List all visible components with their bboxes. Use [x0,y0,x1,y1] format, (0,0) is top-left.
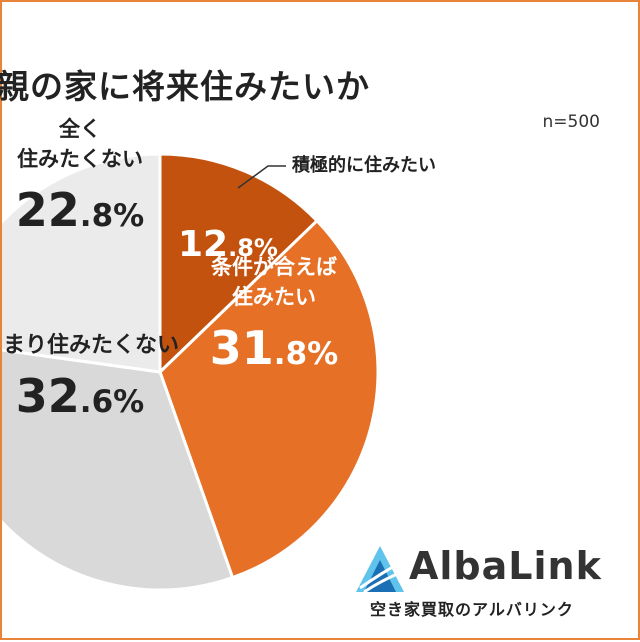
brand-tagline: 空き家買取のアルバリンク [370,600,574,619]
pie-slice-3 [2,348,235,592]
triangle-logo-icon [356,546,404,594]
slice-value-4: 22.8% [16,183,144,237]
slice-label-4-line-1: 全く [58,117,101,141]
slice-value-1: 12.8% [178,224,278,265]
leader-line-1 [237,165,286,189]
slice-label-4-line-2: 住みたくない [17,147,143,171]
sample-size-label: n=500 [542,112,600,132]
slice-value-2: 31.8% [210,321,338,375]
pie-slice-2 [158,218,380,580]
slice-value-3: 32.6% [16,369,144,423]
chart-title: 親の家に将来住みたいか [0,67,370,106]
pie-slice-1 [158,152,320,376]
pie-slice-4 [2,152,162,374]
slice-label-3: あまり住みたくない [2,332,179,358]
slice-label-2-line-1: 条件が合えば [211,255,337,279]
brand-name: AlbaLink [409,544,602,588]
slice-label-2-line-2: 住みたい [232,285,316,309]
brand-logo: AlbaLink 空き家買取のアルバリンク [354,538,614,628]
slice-label-1: 積極的に住みたい [291,154,436,176]
